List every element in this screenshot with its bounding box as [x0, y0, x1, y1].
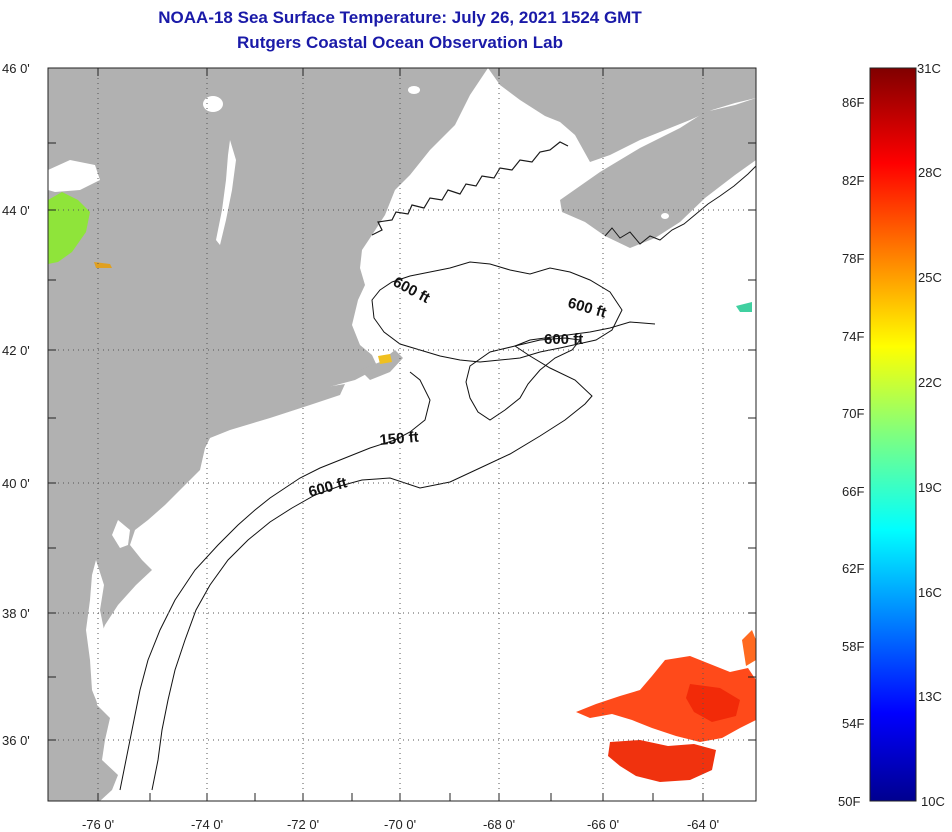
lon-label: -74 0' — [191, 817, 223, 832]
graticule — [48, 68, 756, 801]
colorbar-label-c: 22C — [918, 375, 942, 390]
land-long-island — [200, 384, 345, 440]
lat-label: 44 0' — [2, 203, 30, 218]
lon-label: -72 0' — [287, 817, 319, 832]
depth-contour-gulf-of-maine — [371, 261, 623, 363]
land-mainland — [48, 68, 488, 801]
lon-label: -76 0' — [82, 817, 114, 832]
colorbar-label-f: 74F — [842, 329, 864, 344]
nova-scotia-coastline — [604, 165, 757, 245]
colorbar-label-f: 78F — [842, 251, 864, 266]
map-title: NOAA-18 Sea Surface Temperature: July 26… — [158, 8, 642, 27]
colorbar-label-c: 25C — [918, 270, 942, 285]
lon-label: -70 0' — [384, 817, 416, 832]
depth-label: 600 ft — [544, 331, 583, 348]
chesapeake-bay — [86, 560, 106, 705]
sst-patch-cape-cod — [378, 354, 392, 364]
sst-patch-offshore-south — [608, 740, 716, 782]
colorbar-label-c: 31C — [917, 61, 941, 76]
colorbar-label-f: 70F — [842, 406, 864, 421]
colorbar-label-f: 62F — [842, 561, 864, 576]
lat-label: 40 0' — [2, 476, 30, 491]
map-subtitle: Rutgers Coastal Ocean Observation Lab — [237, 33, 563, 52]
sst-patch-far-east — [742, 630, 756, 666]
colorbar-label-f: 86F — [842, 95, 864, 110]
sst-patch-offshore-core — [686, 684, 740, 722]
lake-ontario-fragment — [48, 160, 100, 192]
colorbar-label-f: 50F — [838, 794, 860, 809]
lake-inland — [661, 213, 669, 219]
colorbar-label-c: 19C — [918, 480, 942, 495]
colorbar-label-f: 82F — [842, 173, 864, 188]
colorbar-label-c: 10C — [921, 794, 945, 809]
depth-label: 150 ft — [379, 429, 420, 449]
colorbar-label-f: 66F — [842, 484, 864, 499]
lake-inland — [408, 86, 420, 94]
depth-contour-150ft-shelf — [119, 371, 431, 791]
lon-label: -64 0' — [687, 817, 719, 832]
delaware-bay — [112, 520, 130, 548]
colorbar-label-f: 54F — [842, 716, 864, 731]
colorbar-label-c: 28C — [918, 165, 942, 180]
colorbar-label-c: 16C — [918, 585, 942, 600]
lake-champlain — [216, 140, 236, 245]
depth-contour-600ft-shelf — [151, 321, 656, 791]
map-frame — [47, 67, 757, 802]
colorbar-label-c: 13C — [918, 689, 942, 704]
lat-label: 38 0' — [2, 606, 30, 621]
land-maritimes — [488, 68, 756, 162]
sst-patch-ne — [736, 302, 752, 312]
lon-label: -68 0' — [483, 817, 515, 832]
depth-contour-georges-bank — [465, 337, 581, 421]
lake-inland — [203, 96, 223, 112]
lon-label: -66 0' — [587, 817, 619, 832]
lat-label: 46 0' — [2, 61, 30, 76]
lat-label: 36 0' — [2, 733, 30, 748]
colorbar-label-f: 58F — [842, 639, 864, 654]
colorbar — [869, 67, 917, 802]
lat-label: 42 0' — [2, 343, 30, 358]
maine-coastline — [371, 141, 569, 236]
axis-ticks — [48, 68, 756, 801]
land-cape-cod — [360, 350, 403, 380]
